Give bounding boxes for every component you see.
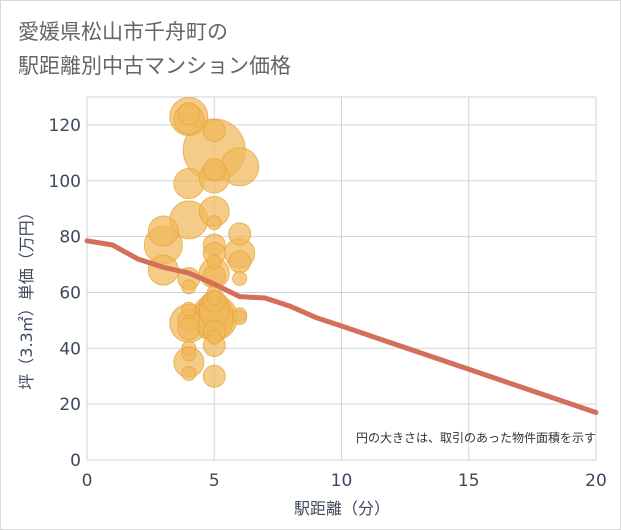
data-point [181,365,197,381]
data-point [202,119,226,143]
data-point [232,310,248,326]
data-points [143,97,260,388]
y-tick-label: 60 [59,283,81,303]
x-tick-label: 5 [209,471,220,491]
data-point [181,346,197,362]
data-point [173,168,205,200]
data-point [177,317,201,341]
x-axis-title: 駅距離（分） [294,499,390,518]
data-point [147,215,179,247]
y-tick-label: 100 [49,172,81,192]
chart-title-line-1: 愛媛県松山市千舟町の [18,20,228,44]
chart-title-line-2: 駅距離別中古マンション価格 [18,54,291,78]
y-tick-label: 0 [70,451,81,471]
size-legend-note: 円の大きさは、取引のあった物件面積を示す [356,430,596,445]
x-tick-label: 20 [585,471,607,491]
data-point [206,215,222,231]
x-tick-label: 0 [82,471,93,491]
data-point [206,329,222,345]
data-point [206,290,222,306]
y-axis-title: 坪（3.3㎡）単価（万円） [17,204,36,389]
chart-title: 愛媛県松山市千舟町の 駅距離別中古マンション価格 [18,15,291,83]
data-point [181,279,197,295]
data-point [202,158,226,182]
x-tick-label: 10 [331,471,353,491]
grid-lines [86,96,597,461]
y-tick-label: 120 [49,116,81,136]
trend-line-group [84,238,599,415]
data-point [206,254,222,270]
data-point [177,102,201,126]
data-point [181,301,197,317]
y-tick-label: 20 [59,395,81,415]
y-tick-label: 80 [59,228,81,248]
y-tick-label: 40 [59,339,81,359]
trend-line [84,238,599,415]
x-tick-label: 15 [458,471,480,491]
data-point [228,250,252,274]
data-point [228,222,252,246]
data-point [202,364,226,388]
data-point [232,271,248,286]
axis-ticks: 0 20 40 60 80 100 120 0 5 10 15 20 [49,116,607,491]
